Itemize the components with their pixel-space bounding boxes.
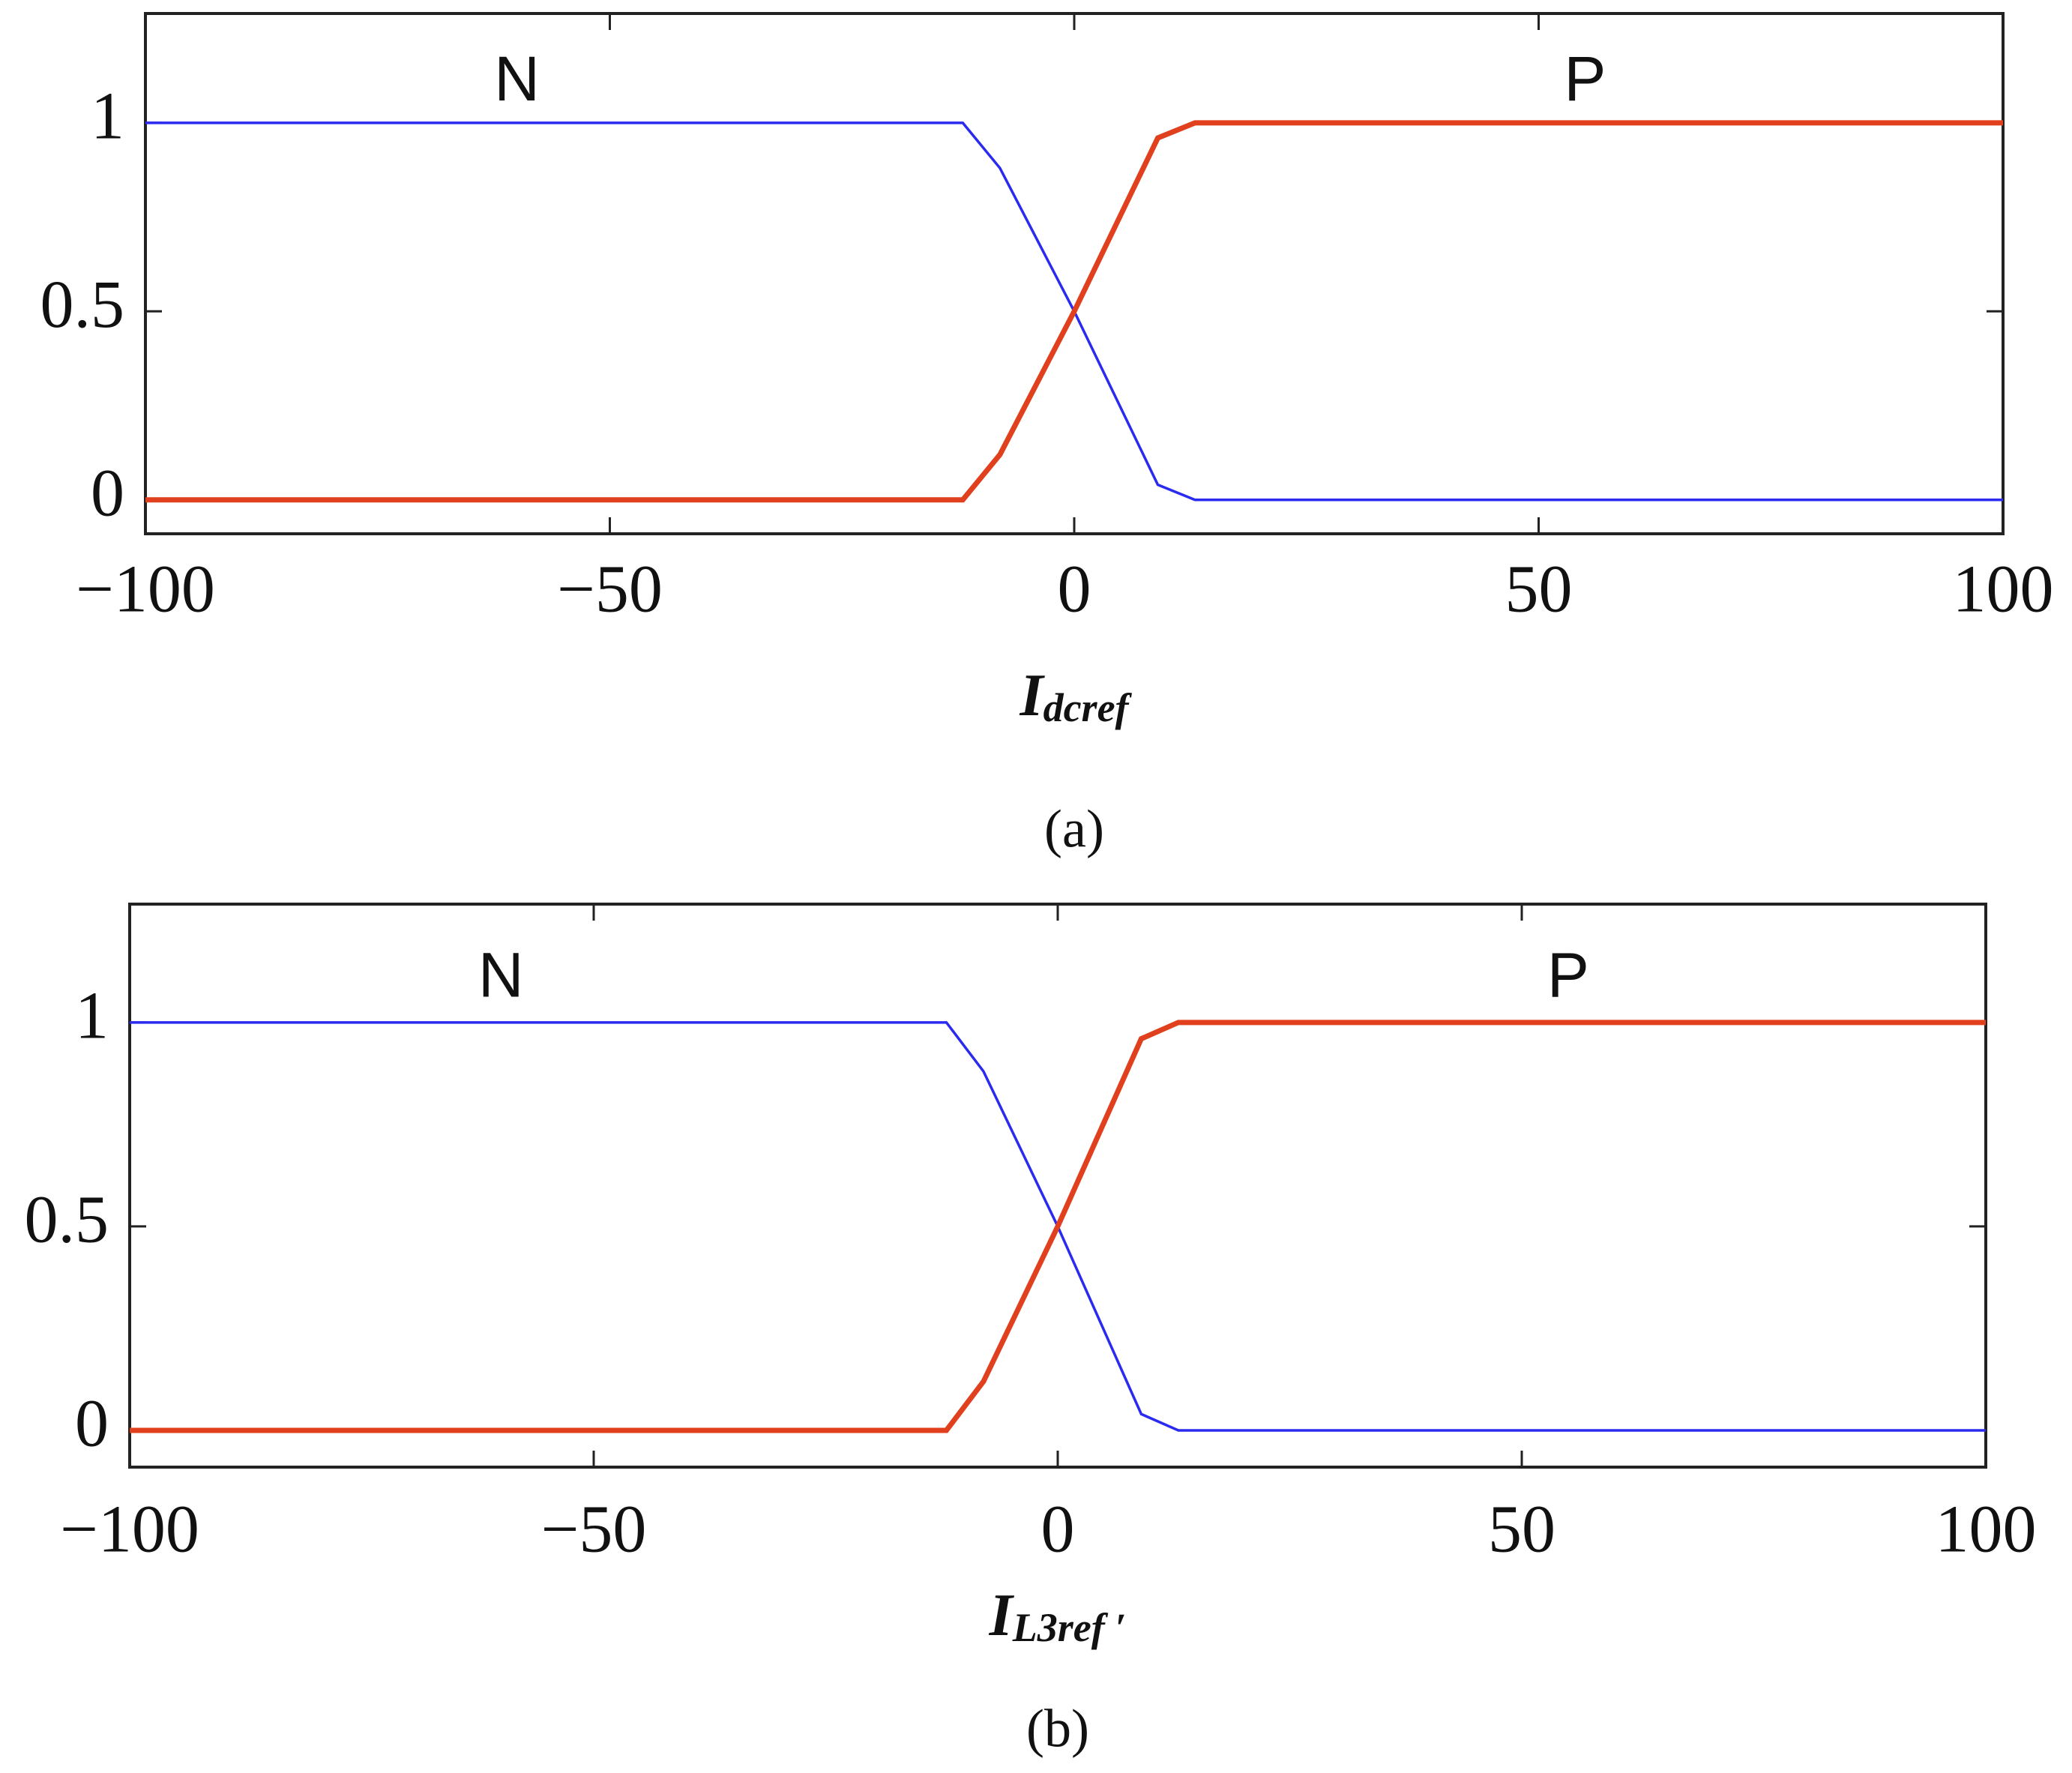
curve-label: P <box>1547 940 1589 1011</box>
x-tick-label: 0 <box>1041 1493 1075 1567</box>
caption: (a) <box>1044 799 1104 859</box>
x-tick-label: 0 <box>1058 553 1091 627</box>
x-axis-label-base: I <box>1019 663 1045 729</box>
x-tick-label: 50 <box>1505 553 1573 627</box>
x-axis-label: Idcref <box>1019 663 1132 730</box>
plot-frame <box>128 903 1987 1469</box>
curve-label: P <box>1564 43 1606 114</box>
x-tick-label: 50 <box>1488 1493 1555 1567</box>
y-tick-label: 1 <box>75 978 109 1053</box>
x-axis-label: IL3ref ′ <box>989 1583 1127 1650</box>
x-axis-label-sub: dcref <box>1043 685 1133 730</box>
curve-label: N <box>478 940 524 1011</box>
y-tick-label: 0.5 <box>40 268 125 342</box>
x-axis-label-base: I <box>989 1583 1015 1649</box>
plot-frame <box>144 12 2005 535</box>
x-tick-label: −100 <box>76 553 215 627</box>
x-tick-label: −50 <box>557 553 663 627</box>
series-line <box>145 120 2003 503</box>
x-tick-label: −50 <box>541 1493 647 1567</box>
series-line <box>130 1020 1986 1433</box>
x-tick-label: 100 <box>1953 553 2054 627</box>
y-tick-label: 0.5 <box>25 1183 109 1257</box>
y-tick-label: 0 <box>75 1387 109 1461</box>
x-tick-label: 100 <box>1936 1493 2037 1567</box>
curve-label: N <box>494 43 540 114</box>
x-axis-label-sub: L3ref ′ <box>1012 1605 1127 1650</box>
y-tick-label: 1 <box>91 79 124 153</box>
x-tick-label: −100 <box>60 1493 199 1567</box>
caption: (b) <box>1026 1699 1089 1759</box>
y-tick-label: 0 <box>91 456 124 530</box>
